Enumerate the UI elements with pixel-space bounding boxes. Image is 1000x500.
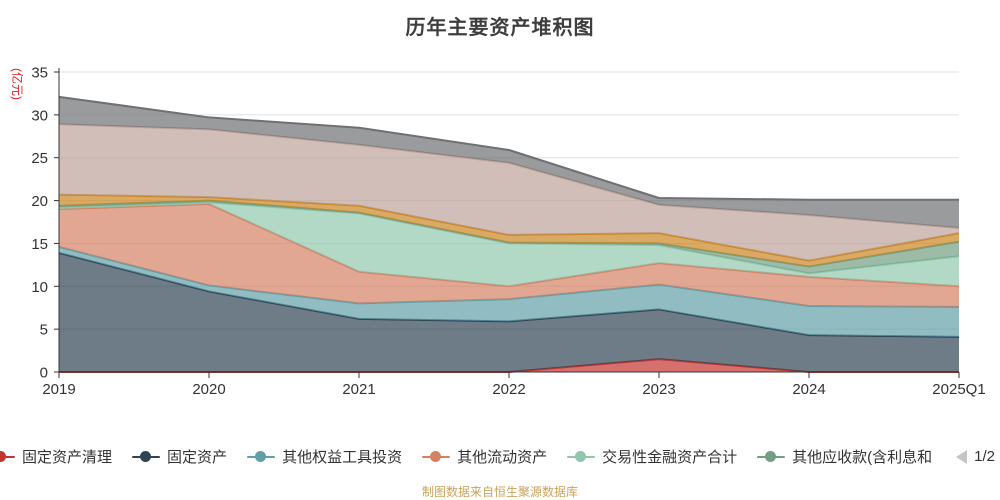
legend-item-label: 其他流动资产 — [457, 449, 548, 466]
y-tick-label: 0 — [40, 365, 48, 382]
x-tick-label: 2024 — [792, 381, 825, 398]
legend: 固定资产清理 固定资产 其他权益工具投资 其他流动资产 交易性金融资产合计 其他应收款(含… — [0, 446, 1000, 467]
legend-items: 固定资产清理 固定资产 其他权益工具投资 其他流动资产 交易性金融资产合计 其他应收款(含… — [0, 446, 932, 467]
y-tick-label: 30 — [31, 107, 48, 124]
legend-line-dot-icon — [0, 450, 16, 463]
legend-item-label: 其他应收款(含利息和 — [792, 449, 933, 466]
x-tick-label: 2020 — [192, 381, 225, 398]
y-tick-label: 20 — [31, 193, 48, 210]
data-source-note: 制图数据来自恒生聚源数据库 — [421, 485, 578, 499]
legend-line-dot-icon — [422, 450, 451, 463]
area-series-0 — [59, 359, 959, 372]
legend-item-4[interactable]: 交易性金融资产合计 — [567, 446, 737, 467]
line-series-8 — [58, 95, 959, 201]
legend-page-indicator: 1/2 — [974, 448, 995, 465]
area-series-3 — [59, 204, 959, 307]
legend-pagination: 1/2 — [956, 448, 1000, 465]
y-tick-label: 15 — [31, 236, 48, 253]
y-tick-label: 5 — [40, 322, 48, 339]
x-tick-label: 2023 — [642, 381, 675, 398]
legend-item-1[interactable]: 固定资产 — [132, 446, 227, 467]
x-tick-label: 2022 — [492, 381, 525, 398]
legend-item-2[interactable]: 其他权益工具投资 — [247, 446, 402, 467]
legend-item-label: 其他权益工具投资 — [282, 449, 403, 466]
legend-item-label: 固定资产 — [167, 449, 228, 466]
y-axis-name: (亿元) — [10, 68, 25, 100]
area-series-1 — [59, 252, 959, 372]
legend-prev-icon[interactable] — [956, 449, 968, 464]
legend-item-0[interactable]: 固定资产清理 — [0, 446, 112, 467]
area-series-2 — [59, 246, 959, 337]
legend-line-dot-icon — [132, 450, 161, 463]
y-tick-label: 10 — [31, 279, 48, 296]
x-tick-label: 2025Q1 — [932, 381, 985, 398]
area-series-6 — [59, 194, 959, 267]
x-tick-label: 2021 — [342, 381, 375, 398]
chart-title: 历年主要资产堆积图 — [405, 17, 595, 39]
x-tick-label: 2019 — [42, 381, 75, 398]
legend-item-5[interactable]: 其他应收款(含利息和 — [757, 446, 932, 467]
y-tick-label: 25 — [31, 150, 48, 167]
area-series-8 — [59, 96, 959, 228]
legend-item-label: 交易性金融资产合计 — [602, 449, 738, 466]
legend-item-label: 固定资产清理 — [22, 449, 113, 466]
stacked-area-chart: 0 5 10 15 20 25 30 35 2019 2020 2021 2022 2023 2024 20… — [10, 65, 986, 399]
legend-line-dot-icon — [247, 450, 276, 463]
legend-line-dot-icon — [567, 450, 596, 463]
legend-item-3[interactable]: 其他流动资产 — [422, 446, 547, 467]
y-tick-label: 35 — [31, 65, 48, 82]
area-series-7 — [59, 124, 959, 261]
legend-line-dot-icon — [757, 450, 786, 463]
